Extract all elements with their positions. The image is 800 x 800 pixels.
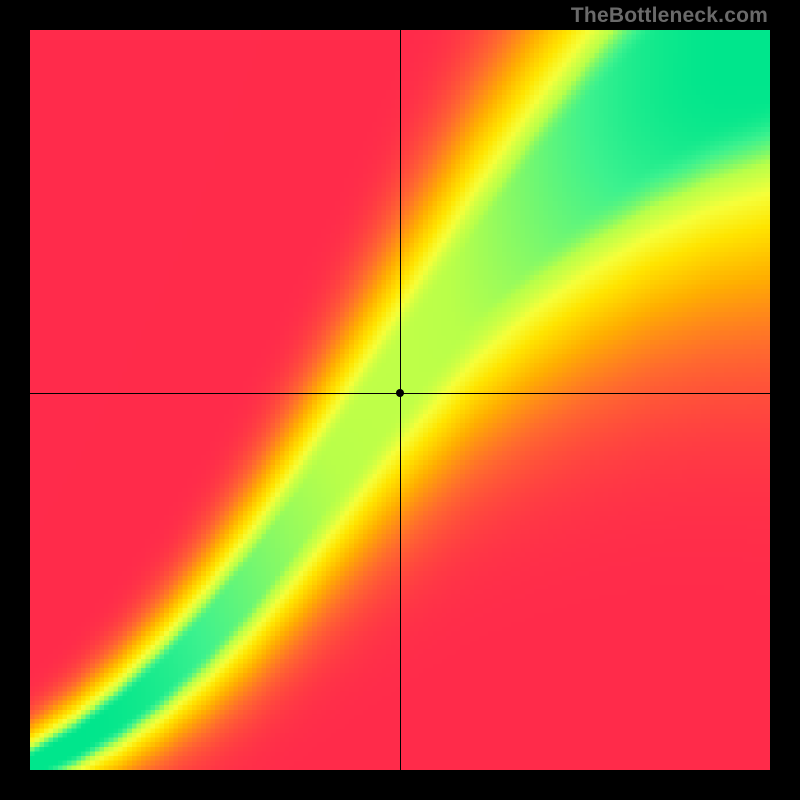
crosshair-vertical: [400, 30, 401, 770]
watermark-text: TheBottleneck.com: [571, 4, 768, 28]
chart-container: TheBottleneck.com: [0, 0, 800, 800]
plot-area: [30, 30, 770, 770]
marker-dot: [396, 389, 404, 397]
